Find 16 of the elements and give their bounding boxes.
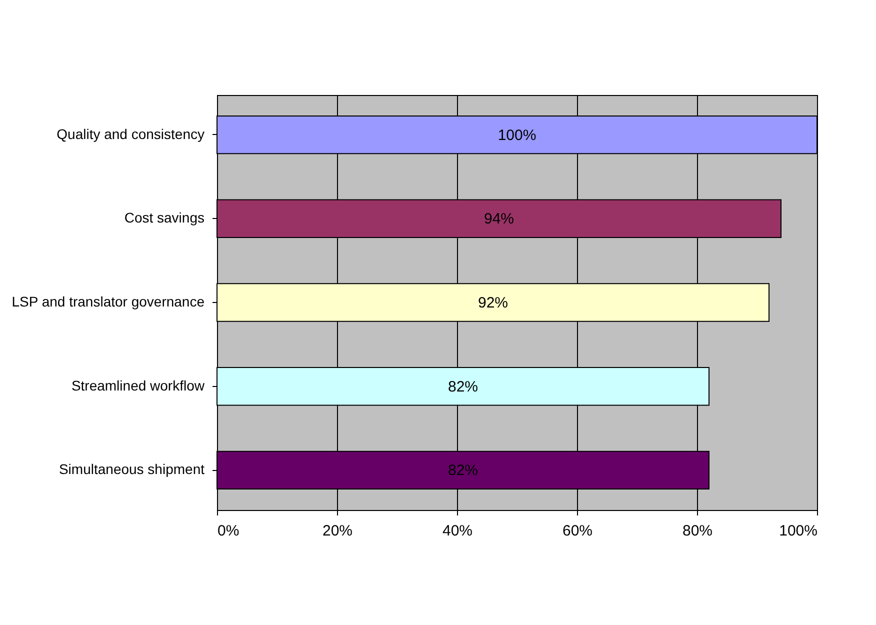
y-tick-label: Streamlined workflow (71, 377, 206, 394)
data-label: 82% (448, 462, 478, 480)
y-tick-label: Quality and consistency (56, 126, 204, 142)
x-tick-label: 20% (322, 522, 353, 540)
data-label: 100% (498, 126, 536, 144)
y-tick-label: LSP and translator governance (12, 294, 205, 310)
x-tick-label: 60% (562, 522, 593, 540)
x-tick-label: 100% (779, 522, 818, 540)
x-tick-label: 80% (682, 522, 713, 540)
x-tick-label: 40% (442, 522, 473, 540)
data-label: 94% (484, 210, 514, 228)
y-tick-label: Simultaneous shipment (58, 461, 205, 478)
data-label: 82% (448, 378, 478, 396)
x-tick-label: 0% (218, 522, 240, 540)
y-tick-label: Cost savings (124, 210, 204, 226)
data-label: 92% (478, 294, 508, 312)
